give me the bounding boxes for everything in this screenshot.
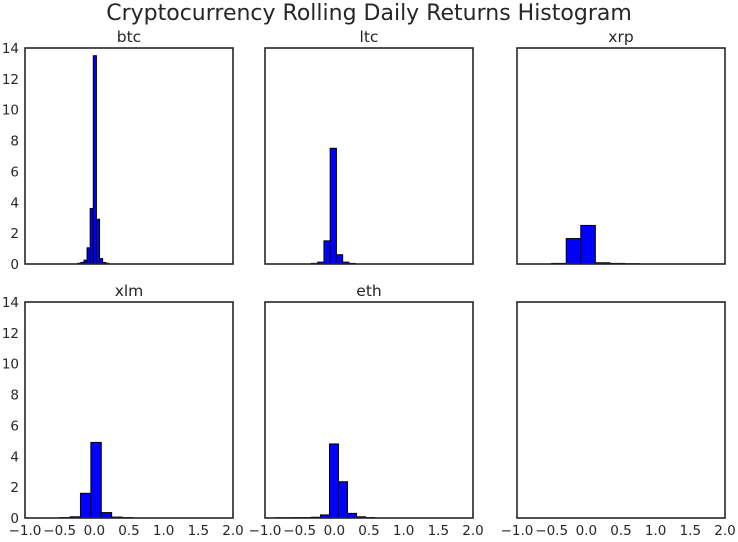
subplot-title: eth	[356, 282, 381, 300]
histogram-bar	[335, 254, 344, 265]
histogram-bar	[580, 224, 596, 265]
axes-frame	[24, 47, 234, 265]
subplot-title: xrp	[608, 28, 633, 46]
x-tick-label: 1.5	[680, 523, 701, 539]
histogram-bar	[565, 238, 582, 265]
x-tick-label: −1.0	[249, 523, 282, 539]
x-tick-label: 2.0	[222, 523, 243, 539]
histogram-bar	[90, 441, 102, 519]
x-tick-label: −0.5	[43, 523, 76, 539]
x-tick-label: 1.0	[645, 523, 666, 539]
subplot-ltc: ltc	[264, 28, 474, 265]
histogram-bar	[100, 512, 113, 519]
x-tick-label: 2.0	[462, 523, 483, 539]
histogram-bar	[328, 443, 339, 519]
subplot-btc: btc 0 2 4 6 8 10 12 14	[2, 28, 234, 273]
y-tick-label: 0	[10, 511, 19, 527]
y-tick-label: 14	[2, 295, 19, 311]
x-tick-label: 0.0	[576, 523, 597, 539]
x-tick-label: −0.5	[283, 523, 316, 539]
x-tick-label: −1.0	[501, 523, 534, 539]
x-tick-label: 0.5	[358, 523, 379, 539]
y-tick-label: 8	[10, 388, 19, 404]
y-tick-label: 6	[10, 418, 19, 434]
histogram-bar	[323, 240, 331, 265]
x-tick-label: −1.0	[9, 523, 42, 539]
y-tick-label: 12	[2, 326, 19, 342]
x-tick-label: 1.5	[428, 523, 449, 539]
histogram-bar	[337, 481, 349, 519]
y-tick-label: 10	[2, 357, 19, 373]
subplot-eth: eth −1.0 −0.5 0.0 0.5 1.0 1.5 2.0	[249, 282, 484, 539]
x-tick-label: 0.0	[84, 523, 105, 539]
x-tick-label: 0.5	[118, 523, 139, 539]
subplot-title: ltc	[360, 28, 379, 46]
y-tick-label: 6	[10, 164, 19, 180]
x-tick-label: 1.0	[393, 523, 414, 539]
axes-frame	[264, 301, 474, 519]
axes-frame	[24, 301, 234, 519]
subplot-title: btc	[117, 28, 141, 46]
figure-title: Cryptocurrency Rolling Daily Returns His…	[106, 1, 632, 26]
x-tick-label: 2.0	[714, 523, 735, 539]
histogram-bar	[95, 218, 101, 265]
x-tick-label: 1.0	[153, 523, 174, 539]
y-tick-label: 14	[2, 41, 19, 57]
subplot-title: xlm	[115, 282, 144, 300]
histogram-bar	[329, 147, 337, 265]
y-tick-label: 4	[10, 449, 19, 465]
x-tick-label: 0.5	[610, 523, 631, 539]
x-tick-label: 1.5	[188, 523, 209, 539]
y-tick-label: 2	[10, 480, 19, 496]
histogram-bar	[79, 492, 92, 519]
x-tick-label: −0.5	[535, 523, 568, 539]
y-tick-label: 8	[10, 134, 19, 150]
y-tick-label: 12	[2, 72, 19, 88]
y-tick-label: 2	[10, 226, 19, 242]
subplot-xlm: xlm 0 2 4 6 8 10 12 14 −1.0 −0.5 0.0 0.5 1.0 1.5 2.0	[2, 282, 244, 539]
axes-frame	[264, 47, 474, 265]
y-tick-label: 4	[10, 195, 19, 211]
axes-frame	[516, 301, 726, 519]
y-tick-label: 0	[10, 257, 19, 273]
subplot-xrp: xrp	[516, 28, 726, 265]
subplot-empty: −1.0 −0.5 0.0 0.5 1.0 1.5 2.0	[501, 301, 736, 539]
y-tick-label: 10	[2, 103, 19, 119]
axes-frame	[516, 47, 726, 265]
x-tick-label: 0.0	[324, 523, 345, 539]
